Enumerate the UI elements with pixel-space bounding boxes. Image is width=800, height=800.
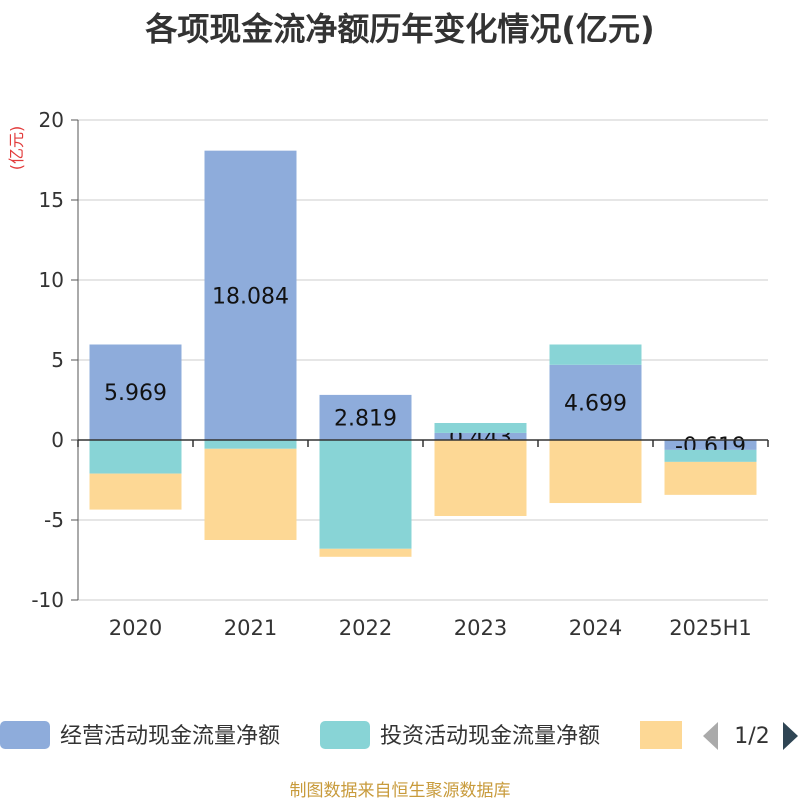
triangle-right-icon[interactable] [783, 722, 798, 750]
bar-series-2-2023[interactable] [434, 440, 527, 516]
legend-item-third[interactable] [640, 721, 682, 749]
bar-series-1-2023[interactable] [434, 422, 527, 433]
data-label-2022: 2.819 [334, 406, 397, 431]
bar-series-2-2025H1[interactable] [664, 461, 757, 495]
triangle-left-icon[interactable] [703, 722, 718, 750]
x-tick-label: 2024 [569, 616, 622, 640]
bar-series-0-2023[interactable] [434, 432, 527, 440]
data-label-2024: 4.699 [564, 391, 627, 416]
legend-item-operating[interactable]: 经营活动现金流量净额 [0, 721, 280, 749]
bar-series-1-2025H1[interactable] [664, 449, 757, 462]
bar-series-0-2020[interactable] [89, 344, 182, 440]
legend-label-operating: 经营活动现金流量净额 [60, 724, 280, 749]
legend-swatch-investing [320, 721, 370, 749]
bar-series-2-2022[interactable] [319, 548, 412, 557]
chart-title: 各项现金流净额历年变化情况(亿元) [145, 10, 654, 48]
bar-series-0-2022[interactable] [319, 394, 412, 440]
legend: 经营活动现金流量净额 投资活动现金流量净额 1/2 [0, 721, 798, 750]
legend-item-investing[interactable]: 投资活动现金流量净额 [320, 721, 600, 749]
x-tick-label: 2021 [224, 616, 277, 640]
bar-series-1-2020[interactable] [89, 440, 182, 474]
legend-swatch-operating [0, 721, 50, 749]
legend-page-indicator: 1/2 [734, 724, 769, 749]
bar-series-2-2024[interactable] [549, 440, 642, 504]
y-tick-label: 15 [39, 188, 64, 212]
y-tick-label: 20 [39, 108, 64, 132]
bar-series-2-2021[interactable] [204, 448, 297, 540]
legend-swatch-third [640, 721, 682, 749]
source-footer: 制图数据来自恒生聚源数据库 [290, 781, 511, 800]
bar-series-0-2024[interactable] [549, 364, 642, 440]
y-tick-label: 10 [39, 268, 64, 292]
bar-series-1-2021[interactable] [204, 440, 297, 449]
y-tick-label: 0 [51, 428, 64, 452]
x-tick-label: 2022 [339, 616, 392, 640]
bar-series-0-2021[interactable] [204, 150, 297, 440]
y-tick-label: 5 [51, 348, 64, 372]
y-axis-unit: (亿元) [7, 126, 26, 171]
x-tick-label: 2020 [109, 616, 162, 640]
x-tick-label: 2023 [454, 616, 507, 640]
bar-series-0-2025H1[interactable] [664, 440, 757, 450]
bar-series-1-2024[interactable] [549, 344, 642, 365]
data-label-2020: 5.969 [104, 381, 167, 406]
legend-label-investing: 投资活动现金流量净额 [380, 724, 600, 749]
bar-series-2-2020[interactable] [89, 473, 182, 510]
x-tick-label: 2025H1 [669, 616, 752, 640]
y-tick-label: -5 [44, 508, 64, 532]
bar-series-1-2022[interactable] [319, 440, 412, 549]
y-tick-label: -10 [31, 588, 64, 612]
data-label-2021: 18.084 [212, 284, 289, 309]
